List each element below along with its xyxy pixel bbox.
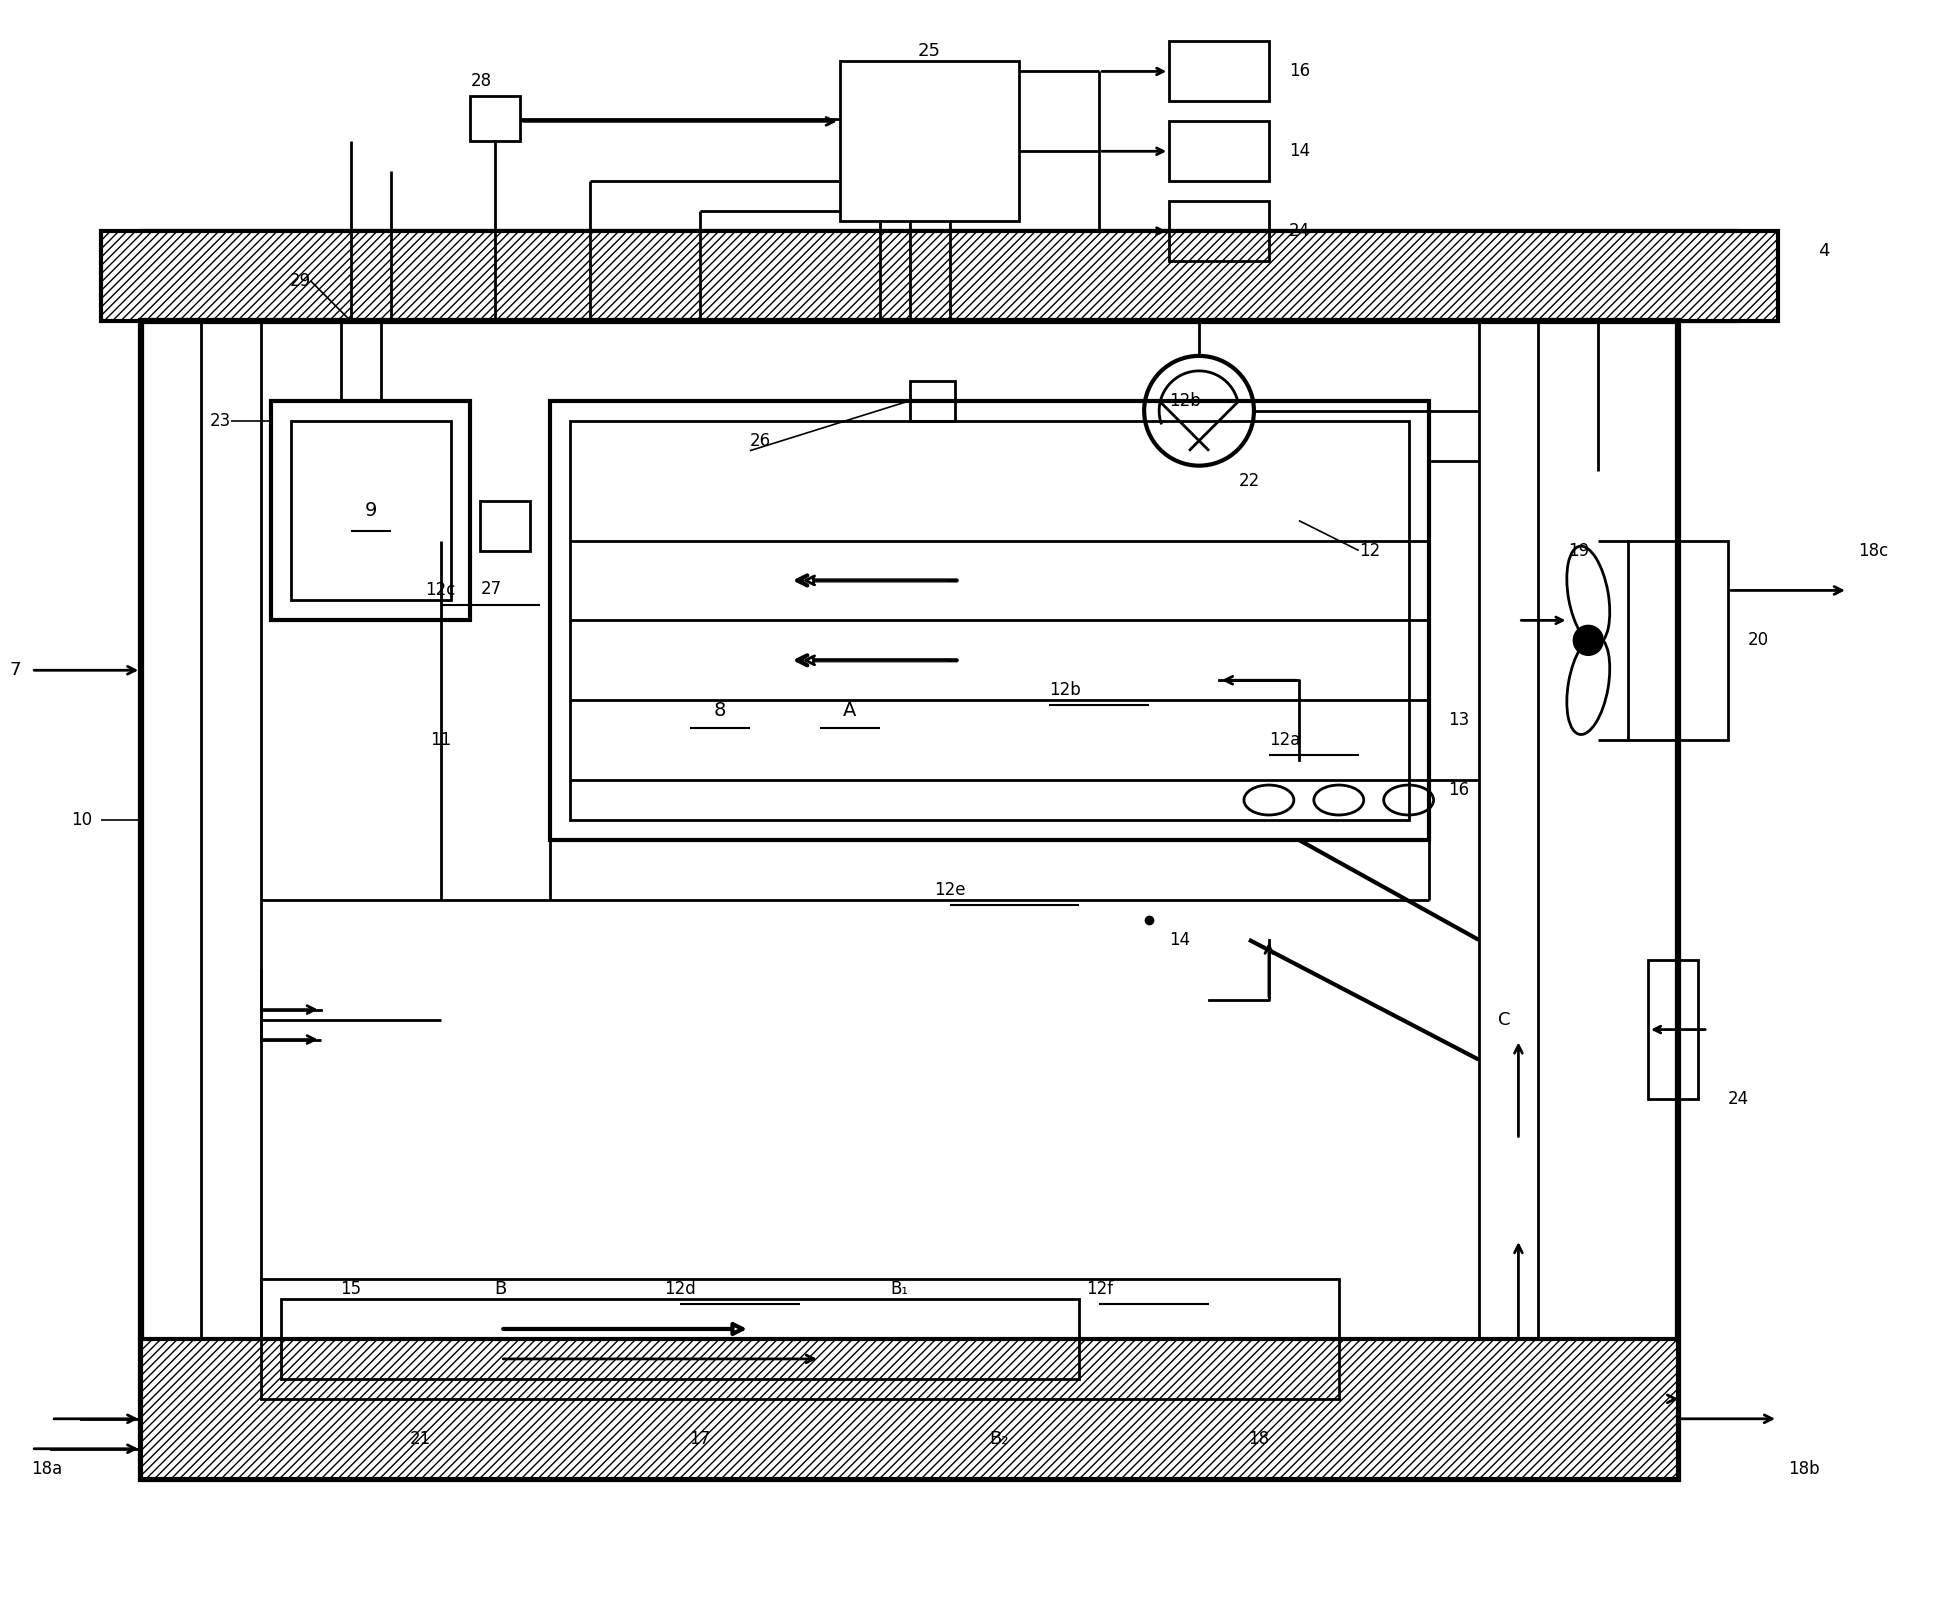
Text: 26: 26 xyxy=(750,431,772,450)
Bar xyxy=(142,321,1677,1479)
Text: 18a: 18a xyxy=(31,1460,62,1477)
Text: 27: 27 xyxy=(481,580,502,598)
Text: 18: 18 xyxy=(1249,1430,1270,1448)
Text: 16: 16 xyxy=(1289,63,1311,81)
Circle shape xyxy=(1573,625,1604,656)
Text: 29: 29 xyxy=(289,272,310,290)
Text: 10: 10 xyxy=(70,812,91,829)
Bar xyxy=(570,421,1408,820)
Text: 12e: 12e xyxy=(935,881,966,899)
Text: 12d: 12d xyxy=(665,1280,696,1298)
Bar xyxy=(1629,541,1728,740)
Bar xyxy=(1648,959,1699,1100)
Text: 22: 22 xyxy=(1239,471,1260,489)
Bar xyxy=(1169,201,1268,261)
Bar xyxy=(142,1340,1677,1479)
Text: 12b: 12b xyxy=(1049,682,1082,700)
Text: 16: 16 xyxy=(1448,781,1470,799)
Text: C: C xyxy=(1499,1011,1510,1029)
Bar xyxy=(281,1299,1080,1379)
Bar xyxy=(142,232,1737,321)
Text: B: B xyxy=(494,1280,506,1298)
Bar xyxy=(909,381,954,421)
Text: 8: 8 xyxy=(714,701,727,719)
Text: 20: 20 xyxy=(1747,632,1768,650)
Text: 12a: 12a xyxy=(1268,731,1301,748)
Bar xyxy=(271,400,471,620)
Text: 21: 21 xyxy=(409,1430,430,1448)
Text: 23: 23 xyxy=(209,411,231,429)
Bar xyxy=(101,232,1778,321)
Text: 7: 7 xyxy=(10,661,21,679)
Bar xyxy=(262,1280,1338,1398)
Bar xyxy=(840,62,1020,222)
Text: 14: 14 xyxy=(1289,143,1311,160)
Text: 13: 13 xyxy=(1448,711,1470,729)
Text: B₂: B₂ xyxy=(989,1430,1008,1448)
Bar xyxy=(291,421,450,601)
Bar xyxy=(471,97,520,141)
Text: 25: 25 xyxy=(917,42,940,60)
Text: 12: 12 xyxy=(1359,541,1381,559)
Text: 14: 14 xyxy=(1169,931,1191,949)
Text: 19: 19 xyxy=(1569,541,1590,559)
Text: 24: 24 xyxy=(1289,222,1311,240)
Bar xyxy=(1169,42,1268,102)
Bar xyxy=(1169,122,1268,181)
Text: 17: 17 xyxy=(690,1430,710,1448)
Text: 15: 15 xyxy=(339,1280,361,1298)
Bar xyxy=(551,400,1429,839)
Bar xyxy=(481,501,531,551)
Text: 11: 11 xyxy=(430,731,452,748)
Text: 18c: 18c xyxy=(1858,541,1889,559)
Text: 12c: 12c xyxy=(425,582,456,599)
Text: 9: 9 xyxy=(365,501,376,520)
Text: 28: 28 xyxy=(471,73,493,91)
Text: B₁: B₁ xyxy=(890,1280,909,1298)
Text: 18b: 18b xyxy=(1788,1460,1819,1477)
Text: 24: 24 xyxy=(1728,1090,1749,1108)
Text: 4: 4 xyxy=(1819,241,1828,261)
Text: A: A xyxy=(843,701,857,719)
Text: 12b: 12b xyxy=(1169,392,1200,410)
Text: 12f: 12f xyxy=(1086,1280,1113,1298)
